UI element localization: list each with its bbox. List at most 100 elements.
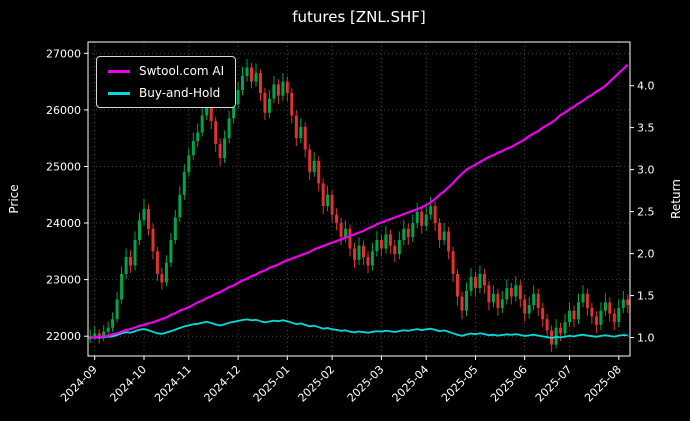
legend-item-ai: Swtool.com AI bbox=[108, 64, 224, 78]
candle-up bbox=[124, 257, 128, 274]
candle-down bbox=[214, 121, 218, 144]
candle-up bbox=[568, 310, 571, 322]
candle-down bbox=[379, 240, 383, 249]
candle-down bbox=[393, 245, 397, 255]
candle-up bbox=[111, 319, 115, 328]
candle-up bbox=[182, 172, 186, 195]
candle-up bbox=[120, 274, 124, 300]
candle-up bbox=[281, 81, 285, 96]
candle-up bbox=[200, 115, 204, 133]
candle-up bbox=[402, 228, 406, 240]
candle-down bbox=[366, 257, 370, 266]
candle-up bbox=[232, 104, 236, 119]
candle-down bbox=[487, 285, 491, 303]
candle-down bbox=[97, 333, 101, 338]
plot-border bbox=[87, 41, 631, 357]
candle-up bbox=[429, 206, 433, 215]
candle-down bbox=[626, 299, 630, 306]
candle-down bbox=[585, 293, 589, 308]
legend-label-buyhold: Buy-and-Hold bbox=[139, 86, 221, 100]
candle-up bbox=[299, 126, 303, 139]
candle-down bbox=[151, 228, 155, 252]
x-tick-label: 2025-02 bbox=[296, 363, 338, 405]
swtool-com-ai-line bbox=[90, 63, 629, 339]
price-tick-label: 26000 bbox=[46, 104, 81, 117]
buyhold-line-swatch bbox=[108, 91, 130, 95]
candle-down bbox=[330, 194, 334, 215]
ai-line-swatch bbox=[108, 69, 130, 73]
candle-down bbox=[362, 245, 365, 257]
candle-up bbox=[138, 220, 141, 240]
candle-up bbox=[527, 305, 531, 314]
candle-up bbox=[93, 333, 97, 337]
x-tick-label: 2024-11 bbox=[152, 363, 194, 405]
candle-down bbox=[474, 276, 477, 289]
candle-down bbox=[147, 208, 150, 229]
return-tick-label: 3.0 bbox=[637, 164, 655, 177]
candle-down bbox=[250, 67, 253, 82]
candle-up bbox=[577, 302, 580, 320]
candle-down bbox=[406, 228, 410, 238]
candle-up bbox=[603, 302, 607, 311]
candle-down bbox=[294, 115, 298, 139]
candle-up bbox=[465, 290, 468, 311]
candle-up bbox=[133, 240, 137, 266]
candle-up bbox=[106, 327, 110, 332]
candle-down bbox=[339, 223, 343, 238]
legend-item-buyhold: Buy-and-Hold bbox=[108, 86, 224, 100]
candle-down bbox=[612, 313, 616, 323]
candle-up bbox=[532, 293, 536, 306]
candle-up bbox=[563, 322, 567, 334]
candle-down bbox=[541, 307, 545, 320]
chart-title: futures [ZNL.SHF] bbox=[292, 8, 426, 26]
candle-down bbox=[290, 92, 294, 116]
candle-down bbox=[572, 310, 576, 320]
candle-down bbox=[317, 160, 321, 184]
candle-up bbox=[272, 84, 276, 99]
x-tick-label: 2024-10 bbox=[107, 363, 149, 405]
candle-down bbox=[536, 293, 540, 308]
price-tick-label: 23000 bbox=[46, 274, 81, 287]
candle-down bbox=[518, 285, 522, 300]
candle-up bbox=[245, 67, 249, 76]
candle-up bbox=[173, 217, 177, 240]
x-tick-label: 2025-05 bbox=[439, 363, 481, 405]
candle-up bbox=[227, 118, 231, 139]
candle-up bbox=[164, 262, 168, 283]
candle-up bbox=[478, 274, 482, 289]
candle-up bbox=[223, 138, 227, 158]
candle-up bbox=[397, 240, 401, 255]
candle-down bbox=[335, 214, 339, 224]
price-tick-label: 27000 bbox=[46, 47, 81, 60]
candle-down bbox=[594, 316, 598, 325]
candle-down bbox=[155, 251, 159, 274]
x-tick-label: 2025-04 bbox=[390, 363, 432, 405]
candle-up bbox=[424, 214, 428, 226]
candle-up bbox=[357, 245, 361, 260]
return-tick-label: 1.5 bbox=[637, 290, 655, 303]
candle-up bbox=[102, 331, 106, 338]
candle-down bbox=[482, 274, 486, 286]
x-tick-label: 2025-07 bbox=[533, 363, 575, 405]
candle-down bbox=[433, 206, 437, 224]
candle-down bbox=[496, 293, 500, 308]
legend: Swtool.com AI Buy-and-Hold bbox=[96, 56, 237, 108]
candle-down bbox=[321, 183, 325, 206]
candle-down bbox=[451, 251, 455, 274]
price-tick-label: 25000 bbox=[46, 161, 81, 174]
x-tick-label: 2024-09 bbox=[58, 363, 100, 405]
return-tick-label: 2.0 bbox=[637, 248, 655, 261]
buy-and-hold-line bbox=[90, 318, 628, 340]
candle-down bbox=[545, 319, 549, 331]
candle-up bbox=[196, 132, 200, 141]
candle-down bbox=[590, 307, 594, 317]
candle-up bbox=[469, 276, 473, 291]
x-tick-label: 2025-08 bbox=[582, 363, 624, 405]
candle-down bbox=[348, 228, 352, 249]
candle-down bbox=[420, 211, 424, 226]
return-tick-label: 2.5 bbox=[637, 206, 655, 219]
candle-down bbox=[353, 248, 356, 260]
candle-down bbox=[259, 73, 262, 93]
